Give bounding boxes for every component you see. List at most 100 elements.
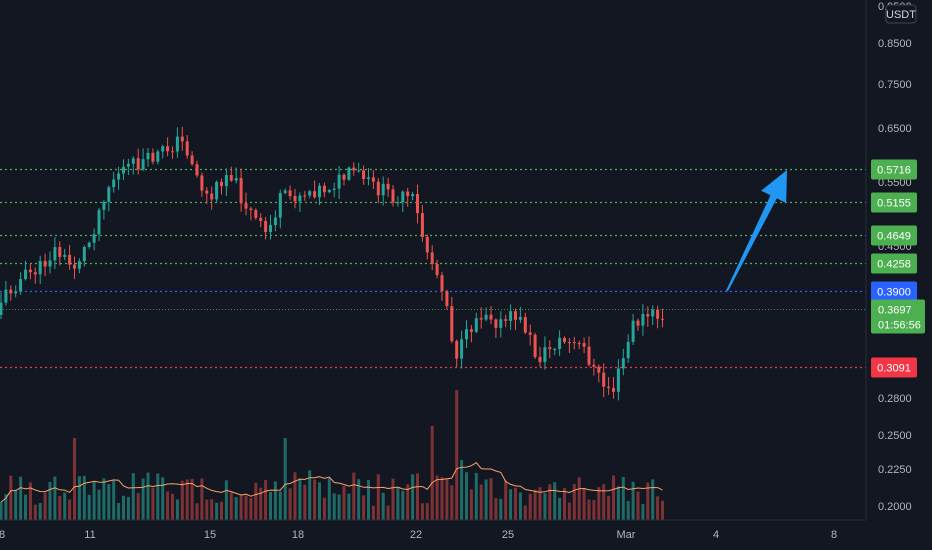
- candle: [117, 166, 121, 190]
- volume-bar: [273, 481, 277, 520]
- volume-bar: [479, 484, 483, 520]
- volume-bar: [224, 480, 228, 520]
- currency-badge[interactable]: USDT: [885, 4, 917, 24]
- volume-bar: [166, 491, 170, 520]
- candle-body: [122, 166, 125, 174]
- candle-body: [509, 311, 513, 321]
- candle: [391, 184, 395, 207]
- volume-bar: [572, 484, 576, 520]
- volume-bar: [156, 473, 160, 520]
- volume-moving-average-line: [0, 462, 663, 503]
- candle: [0, 292, 3, 319]
- candle-body: [401, 191, 405, 203]
- volume-bar: [342, 486, 346, 520]
- candle-body: [386, 183, 390, 190]
- candles-layer[interactable]: [0, 126, 664, 401]
- candle: [504, 314, 508, 328]
- volume-bar: [494, 498, 498, 520]
- trend-arrow-annotation[interactable]: [726, 170, 787, 292]
- volume-bar: [651, 479, 655, 520]
- price-tick-label: 0.2500: [878, 430, 912, 442]
- candle-body: [661, 318, 664, 320]
- candle-body: [68, 254, 72, 265]
- candle-body: [558, 337, 562, 349]
- candle-body: [161, 146, 165, 152]
- candle: [597, 364, 601, 383]
- price-axis[interactable]: 0.95000.85000.75000.65000.55000.45000.28…: [878, 1, 912, 513]
- candle-body: [445, 291, 449, 307]
- volume-bar: [205, 499, 209, 520]
- candle-body: [283, 190, 287, 194]
- candle: [646, 306, 650, 327]
- candle-body: [131, 158, 135, 164]
- candle: [288, 185, 292, 200]
- candle-body: [58, 247, 62, 257]
- candle-body: [543, 347, 547, 363]
- volume-bar: [455, 390, 459, 520]
- candle: [43, 253, 47, 277]
- candle: [166, 137, 170, 157]
- candle: [553, 347, 557, 355]
- candle: [298, 192, 302, 212]
- volume-bar: [381, 492, 385, 520]
- candle-body: [278, 193, 282, 218]
- candle-body: [73, 264, 76, 269]
- candle: [567, 338, 571, 354]
- candle: [411, 191, 415, 201]
- candle: [92, 228, 96, 251]
- price-level-tag-value: 0.3091: [877, 363, 911, 375]
- volume-bar: [298, 478, 302, 520]
- time-tick-label: 4: [713, 529, 719, 541]
- candle: [244, 192, 248, 216]
- volume-bar: [528, 493, 532, 520]
- price-tick-label: 0.2800: [878, 393, 912, 405]
- arrow-icon[interactable]: [726, 170, 787, 292]
- time-axis[interactable]: 8 11 15 18 22 25 Mar 4 8: [0, 529, 837, 541]
- candle-body: [200, 175, 204, 191]
- volume-bar: [553, 482, 557, 520]
- candle-body: [229, 175, 233, 181]
- volume-bar: [621, 477, 625, 520]
- candle: [141, 148, 145, 172]
- volume-bar: [514, 487, 517, 520]
- candle: [621, 348, 625, 376]
- volume-bar: [82, 475, 86, 520]
- level-lines-layer: [0, 168, 866, 369]
- candle: [371, 170, 375, 190]
- candle: [558, 330, 562, 356]
- volume-bar: [607, 495, 611, 520]
- volume-bar: [411, 474, 415, 520]
- candle: [122, 159, 125, 180]
- candle: [254, 208, 258, 220]
- volume-bar: [357, 479, 361, 520]
- volume-bar: [288, 488, 292, 520]
- candle-body: [180, 136, 184, 142]
- candle: [538, 346, 542, 368]
- candle-body: [347, 167, 351, 180]
- price-level-tag: 0.4258: [871, 253, 917, 274]
- candle: [440, 271, 444, 301]
- candle: [563, 336, 566, 344]
- candle-body: [577, 343, 581, 345]
- candle-body: [24, 269, 27, 280]
- candle-body: [264, 220, 268, 233]
- candle-body: [533, 334, 537, 357]
- candle-body: [474, 318, 478, 332]
- candle-body: [210, 193, 214, 200]
- candle-body: [166, 146, 170, 152]
- candle: [337, 165, 341, 200]
- volume-bar: [396, 486, 400, 520]
- candle-body: [455, 341, 459, 359]
- candle: [533, 332, 537, 359]
- volume-bar: [318, 482, 321, 520]
- volume-bar: [126, 496, 130, 520]
- candle-body: [420, 213, 424, 237]
- candle-body: [371, 177, 375, 182]
- candle-body: [357, 170, 361, 172]
- candle: [430, 245, 434, 271]
- volume-bar: [131, 473, 135, 520]
- volume-bar: [278, 491, 282, 520]
- volume-bar: [112, 480, 116, 520]
- candle: [602, 363, 606, 398]
